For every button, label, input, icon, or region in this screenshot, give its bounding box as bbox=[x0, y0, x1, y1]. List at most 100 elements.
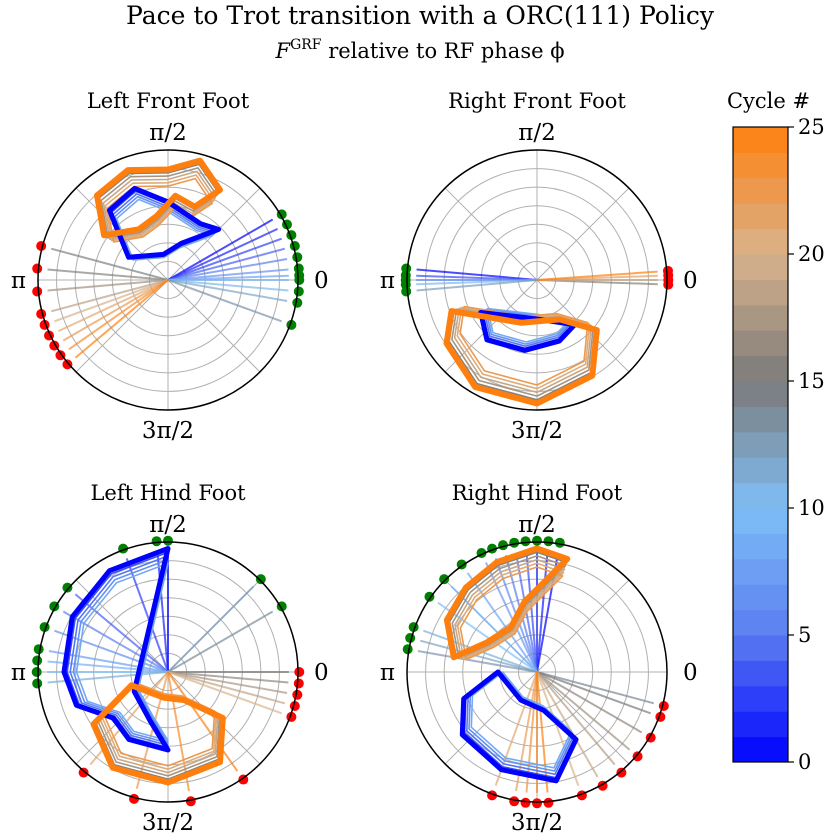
grid-spoke bbox=[75, 279, 169, 373]
force-ray bbox=[536, 671, 655, 705]
grf-loop-early bbox=[470, 671, 573, 769]
force-ray bbox=[47, 279, 169, 292]
grf-loop-early bbox=[486, 307, 571, 343]
angle-label: π/2 bbox=[518, 120, 556, 146]
colorbar-label: Cycle # bbox=[727, 89, 810, 113]
angle-label: 3π/2 bbox=[511, 810, 563, 836]
force-ray bbox=[54, 279, 169, 323]
angle-label: π bbox=[11, 268, 26, 294]
force-ray bbox=[167, 218, 274, 281]
grf-loop-early bbox=[75, 562, 169, 742]
touchdown-marker bbox=[520, 536, 531, 547]
force-ray bbox=[419, 639, 538, 673]
colorbar-band bbox=[733, 406, 788, 433]
touchdown-marker bbox=[163, 535, 173, 546]
force-ray bbox=[167, 671, 239, 772]
liftoff-marker bbox=[294, 667, 305, 677]
grf-loop-last-cycle bbox=[94, 157, 223, 239]
polar-panel: Right Hind Foot π/2 π 0 3π/2 bbox=[380, 481, 698, 836]
colorbar-band bbox=[733, 330, 788, 357]
angle-label: π/2 bbox=[518, 512, 556, 538]
grf-loop-first-cycle bbox=[107, 185, 222, 260]
grf-loop-last-cycle bbox=[443, 308, 600, 407]
force-ray bbox=[536, 671, 631, 751]
force-ray bbox=[50, 247, 169, 281]
force-ray bbox=[167, 585, 255, 673]
colorbar-band bbox=[733, 660, 788, 687]
force-ray bbox=[416, 268, 538, 281]
force-ray bbox=[167, 268, 289, 281]
chart-subtitle: FGRF relative to RF phase ϕ bbox=[274, 37, 564, 63]
angle-label: π bbox=[380, 660, 395, 686]
subtitle-main: F bbox=[274, 39, 291, 63]
colorbar-band bbox=[733, 431, 788, 458]
colorbar-band bbox=[733, 711, 788, 738]
panel-title: Left Front Foot bbox=[87, 89, 250, 113]
force-ray bbox=[62, 279, 169, 342]
angle-label: π bbox=[11, 660, 26, 686]
force-ray bbox=[167, 671, 288, 694]
colorbar: Cycle # 0 5 10 15 20 25 bbox=[727, 89, 825, 774]
touchdown-marker bbox=[543, 536, 554, 547]
force-ray bbox=[167, 279, 282, 323]
force-ray bbox=[167, 237, 282, 281]
force-ray bbox=[167, 279, 289, 292]
colorbar-band bbox=[733, 482, 788, 509]
angle-label: 3π/2 bbox=[142, 418, 194, 444]
colorbar-tick-label: 0 bbox=[798, 750, 811, 774]
grid-spoke bbox=[536, 187, 630, 281]
force-ray bbox=[74, 593, 169, 673]
grid-spoke bbox=[444, 671, 538, 765]
subtitle-superscript: GRF bbox=[290, 37, 322, 53]
force-ray bbox=[156, 551, 169, 673]
force-ray bbox=[50, 279, 169, 313]
colorbar-band bbox=[733, 609, 788, 636]
colorbar-band bbox=[733, 635, 788, 661]
force-ray bbox=[74, 279, 169, 359]
grid-spoke bbox=[444, 187, 538, 281]
subtitle-rest: relative to RF phase ϕ bbox=[322, 39, 565, 63]
colorbar-band bbox=[733, 279, 788, 306]
grid-spoke bbox=[536, 671, 630, 765]
colorbar-band bbox=[733, 584, 788, 611]
colorbar-band bbox=[733, 558, 788, 585]
angle-label: 0 bbox=[314, 268, 329, 294]
grf-loop-early bbox=[115, 198, 214, 261]
grf-loop-late bbox=[459, 566, 564, 661]
force-ray bbox=[167, 671, 190, 792]
force-ray bbox=[54, 629, 169, 673]
angle-label: 0 bbox=[314, 660, 329, 686]
angle-label: π/2 bbox=[149, 512, 187, 538]
liftoff-marker bbox=[32, 263, 43, 274]
colorbar-frame bbox=[732, 126, 789, 763]
touchdown-marker bbox=[401, 286, 412, 297]
colorbar-band bbox=[733, 254, 788, 280]
grf-loop-late bbox=[459, 305, 589, 386]
colorbar-tick-label: 15 bbox=[798, 369, 825, 393]
touchdown-marker bbox=[32, 655, 43, 666]
touchdown-marker bbox=[62, 582, 73, 593]
force-ray bbox=[536, 551, 549, 673]
touchdown-marker bbox=[532, 535, 542, 546]
touchdown-marker bbox=[151, 536, 162, 547]
polar-panel: Left Front Foot π/2 π 0 3π/2 bbox=[11, 89, 329, 444]
polar-panel: Right Front Foot π/2 π 0 3π/2 bbox=[380, 89, 698, 444]
colorbar-band bbox=[733, 457, 788, 484]
colorbar-band bbox=[733, 203, 788, 230]
touchdown-marker bbox=[294, 275, 305, 285]
colorbar-tick-label: 20 bbox=[798, 242, 825, 266]
angle-label: 3π/2 bbox=[142, 810, 194, 836]
force-ray bbox=[536, 671, 580, 786]
grf-loop-late bbox=[456, 562, 565, 660]
liftoff-marker bbox=[632, 751, 643, 762]
colorbar-tick-label: 5 bbox=[798, 623, 811, 647]
grf-loop-late bbox=[100, 167, 218, 239]
polar-rim bbox=[37, 541, 299, 803]
grid-spoke bbox=[167, 279, 261, 373]
colorbar-band bbox=[733, 177, 788, 204]
force-ray bbox=[167, 671, 286, 705]
force-ray bbox=[47, 268, 169, 281]
force-ray bbox=[417, 650, 538, 673]
liftoff-marker bbox=[662, 265, 673, 276]
grf-loop-early bbox=[72, 558, 169, 744]
